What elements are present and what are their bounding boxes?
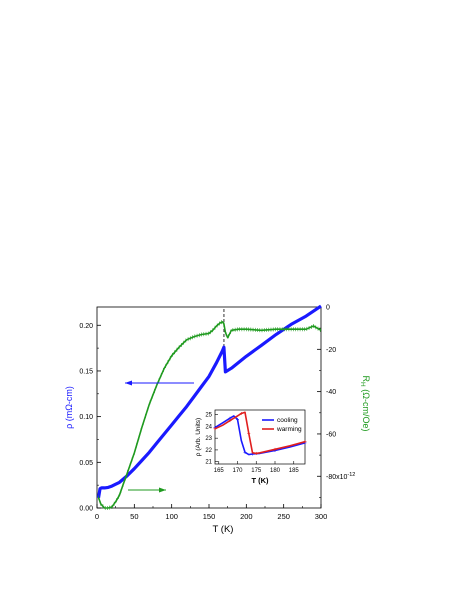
arrow-to-left-axis-head xyxy=(125,380,132,386)
y-right-exponent: -12 xyxy=(347,472,355,478)
inset-y-tick-label: 22 xyxy=(205,448,212,454)
x-tick-label: 100 xyxy=(165,512,178,521)
inset-frame xyxy=(214,409,306,465)
x-axis-label: T (K) xyxy=(213,524,234,535)
inset-y-tick-label: 25 xyxy=(205,413,212,419)
y-right-axis-label-sub: H xyxy=(359,382,366,387)
inset-x-tick-label: 180 xyxy=(270,468,281,474)
inset-x-axis-label: T (K) xyxy=(251,476,269,485)
resistivity-series-line xyxy=(96,304,322,499)
y-right-axis-label-rest: (Ω-cm/Oe) xyxy=(361,387,371,432)
y-left-tick-label: 0.10 xyxy=(79,414,93,421)
inset-x-tick-label: 175 xyxy=(251,468,262,474)
inset-chart: 165 170 175 180 185 21 22 23 24 25 T (K) ρ (Arb. Un… xyxy=(195,402,311,488)
inset-y-tick-label: 24 xyxy=(205,424,212,430)
y-left-tick-label: 0.15 xyxy=(79,368,93,375)
inset-x-tick-label: 185 xyxy=(289,468,300,474)
inset-y-tick-label: 21 xyxy=(205,460,212,466)
y-right-tick-label: 0 xyxy=(326,305,330,312)
y-right-tick-label: -60 xyxy=(326,431,336,438)
y-right-tick-label: -80x10-12 xyxy=(326,472,355,481)
y-left-tick-label: 0.20 xyxy=(79,323,93,330)
inset-y-axis-label: ρ (Arb. Units) xyxy=(195,418,202,456)
x-tick-label: 0 xyxy=(95,512,99,521)
y-right-tick-label: -40 xyxy=(326,389,336,396)
inset-x-tick-label: 165 xyxy=(214,468,225,474)
legend-label-warming: warming xyxy=(276,426,302,433)
legend-label-cooling: cooling xyxy=(277,417,298,424)
y-right-tick-label: -20 xyxy=(326,347,336,354)
inset-y-tick-label: 23 xyxy=(205,436,212,442)
arrow-to-right-axis-head xyxy=(159,487,166,493)
x-tick-label: 200 xyxy=(240,512,253,521)
y-left-axis-label: ρ (mΩ-cm) xyxy=(64,386,74,429)
x-tick-label: 50 xyxy=(130,512,138,521)
y-left-tick-label: 0.05 xyxy=(79,460,93,467)
inset-x-tick-label: 170 xyxy=(232,468,243,474)
x-tick-label: 300 xyxy=(315,512,328,521)
x-tick-label: 150 xyxy=(203,512,216,521)
y-right-axis-label: RH (Ω-cm/Oe) xyxy=(359,376,371,432)
x-tick-label: 250 xyxy=(277,512,290,521)
y-left-tick-label: 0.00 xyxy=(79,506,93,513)
